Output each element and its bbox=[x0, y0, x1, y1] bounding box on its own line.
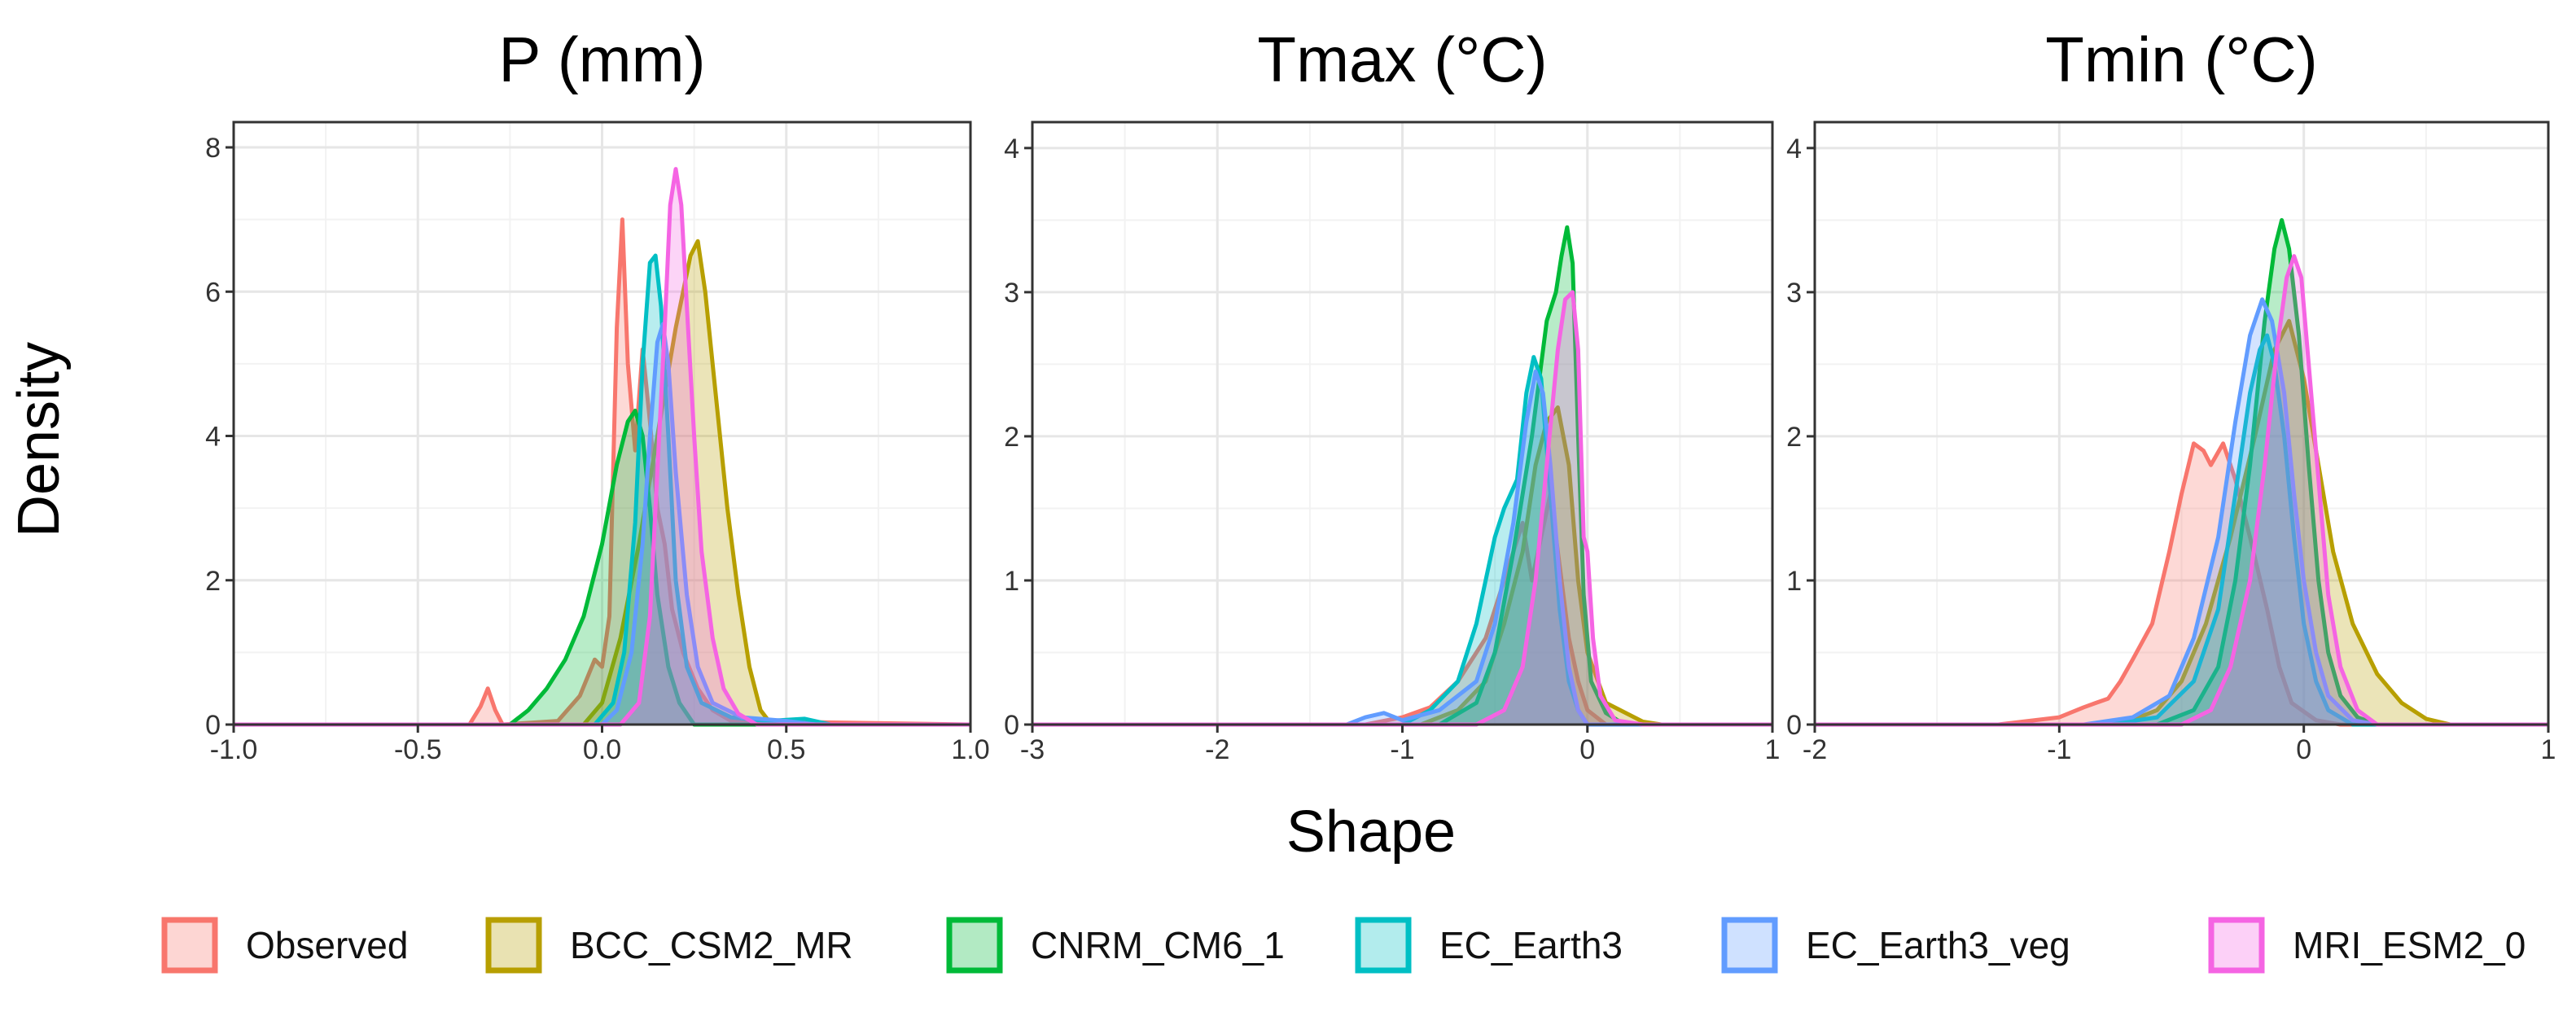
legend-swatch bbox=[946, 917, 1003, 974]
density-line-bcc-csm2-mr bbox=[1815, 318, 2548, 727]
y-tick-label: 6 bbox=[205, 277, 221, 308]
y-tick-label: 3 bbox=[1004, 278, 1019, 309]
y-tick-label: 2 bbox=[205, 566, 221, 597]
legend-label: EC_Earth3_veg bbox=[1806, 924, 2070, 966]
legend-swatch bbox=[2208, 917, 2265, 974]
density-line-ec-earth3 bbox=[1815, 333, 2548, 727]
x-tick-label: 1 bbox=[2541, 734, 2556, 765]
x-tick-label: 0.5 bbox=[767, 734, 805, 765]
y-tick-label: 1 bbox=[1786, 566, 1802, 597]
density-line-mri-esm2-0 bbox=[1815, 254, 2548, 727]
y-tick-label: 0 bbox=[1004, 710, 1019, 741]
x-tick-label: 1.0 bbox=[951, 734, 989, 765]
y-tick-label: 0 bbox=[205, 710, 221, 741]
y-tick-label: 3 bbox=[1786, 278, 1802, 309]
x-tick-label: -2 bbox=[1205, 734, 1229, 765]
legend-swatch bbox=[161, 917, 218, 974]
density-line-observed bbox=[1815, 441, 2548, 727]
y-tick-label: 2 bbox=[1786, 422, 1802, 453]
x-tick-label: 0 bbox=[1579, 734, 1595, 765]
panel-3: -2 -1 0 1 0 1 2 3 4 Tmin (°C) bbox=[1786, 24, 2556, 765]
y-axis-title: Density bbox=[7, 342, 72, 537]
y-tick-label: 4 bbox=[205, 422, 221, 453]
density-line-observed bbox=[1032, 492, 1772, 727]
legend-swatch bbox=[1721, 917, 1778, 974]
legend-item-ec-earth3: EC_Earth3 bbox=[1355, 917, 1623, 974]
legend-item-cnrm-cm6-1: CNRM_CM6_1 bbox=[946, 917, 1285, 974]
legend-item-observed: Observed bbox=[161, 917, 408, 974]
density-line-ec-earth3-veg bbox=[1815, 297, 2548, 727]
panel-title: Tmax (°C) bbox=[1257, 24, 1547, 95]
density-area-mri-esm2-0 bbox=[1032, 291, 1772, 725]
legend-item-ec-earth3-veg: EC_Earth3_veg bbox=[1721, 917, 2070, 974]
y-tick-label: 1 bbox=[1004, 566, 1019, 597]
density-area-cnrm-cm6-1 bbox=[234, 410, 970, 725]
legend-label: MRI_ESM2_0 bbox=[2293, 924, 2526, 966]
legend-label: Observed bbox=[246, 924, 408, 966]
legend-label: CNRM_CM6_1 bbox=[1031, 924, 1285, 966]
density-area-observed bbox=[1815, 443, 2548, 725]
density-line-mri-esm2-0 bbox=[1032, 290, 1772, 727]
y-tick-label: 2 bbox=[1004, 422, 1019, 453]
y-tick-label: 4 bbox=[1786, 134, 1802, 164]
density-line-cnrm-cm6-1 bbox=[1032, 225, 1772, 727]
panel-2: -3 -2 -1 0 1 0 1 2 3 4 Tmax (°C) bbox=[1004, 24, 1780, 765]
panel-title: Tmin (°C) bbox=[2045, 24, 2317, 95]
legend-item-bcc-csm2-mr: BCC_CSM2_MR bbox=[485, 917, 853, 974]
density-line-bcc-csm2-mr bbox=[234, 239, 970, 727]
x-tick-label: -2 bbox=[1803, 734, 1827, 765]
x-tick-label: 0 bbox=[2296, 734, 2311, 765]
density-line-cnrm-cm6-1 bbox=[1815, 217, 2548, 727]
x-tick-label: 0.0 bbox=[583, 734, 621, 765]
legend-label: BCC_CSM2_MR bbox=[570, 924, 853, 966]
density-line-cnrm-cm6-1 bbox=[234, 409, 970, 727]
y-tick-label: 4 bbox=[1004, 134, 1019, 164]
x-tick-label: -1.0 bbox=[210, 734, 258, 765]
x-tick-label: -1 bbox=[1390, 734, 1414, 765]
panel-1: -1.0 -0.5 0.0 0.5 1.0 0 2 4 6 8 P (mm) bbox=[205, 24, 990, 765]
density-line-ec-earth3-veg bbox=[234, 322, 970, 727]
density-line-ec-earth3-veg bbox=[1032, 369, 1772, 727]
x-tick-label: 1 bbox=[1765, 734, 1781, 765]
y-tick-label: 8 bbox=[205, 133, 221, 164]
legend-swatch bbox=[1355, 917, 1412, 974]
density-line-mri-esm2-0 bbox=[234, 167, 970, 727]
legend-swatch bbox=[485, 917, 542, 974]
x-axis-title: Shape bbox=[1286, 799, 1456, 865]
legend: Observed BCC_CSM2_MR CNRM_CM6_1 EC_Earth3 EC… bbox=[161, 917, 2526, 974]
legend-label: EC_Earth3 bbox=[1439, 924, 1623, 966]
panel-border bbox=[1813, 120, 2550, 726]
x-tick-label: -0.5 bbox=[394, 734, 442, 765]
x-tick-label: -3 bbox=[1020, 734, 1045, 765]
y-tick-label: 0 bbox=[1786, 710, 1802, 741]
x-tick-label: -1 bbox=[2047, 734, 2071, 765]
panel-title: P (mm) bbox=[498, 24, 705, 95]
legend-item-mri-esm2-0: MRI_ESM2_0 bbox=[2208, 917, 2526, 974]
